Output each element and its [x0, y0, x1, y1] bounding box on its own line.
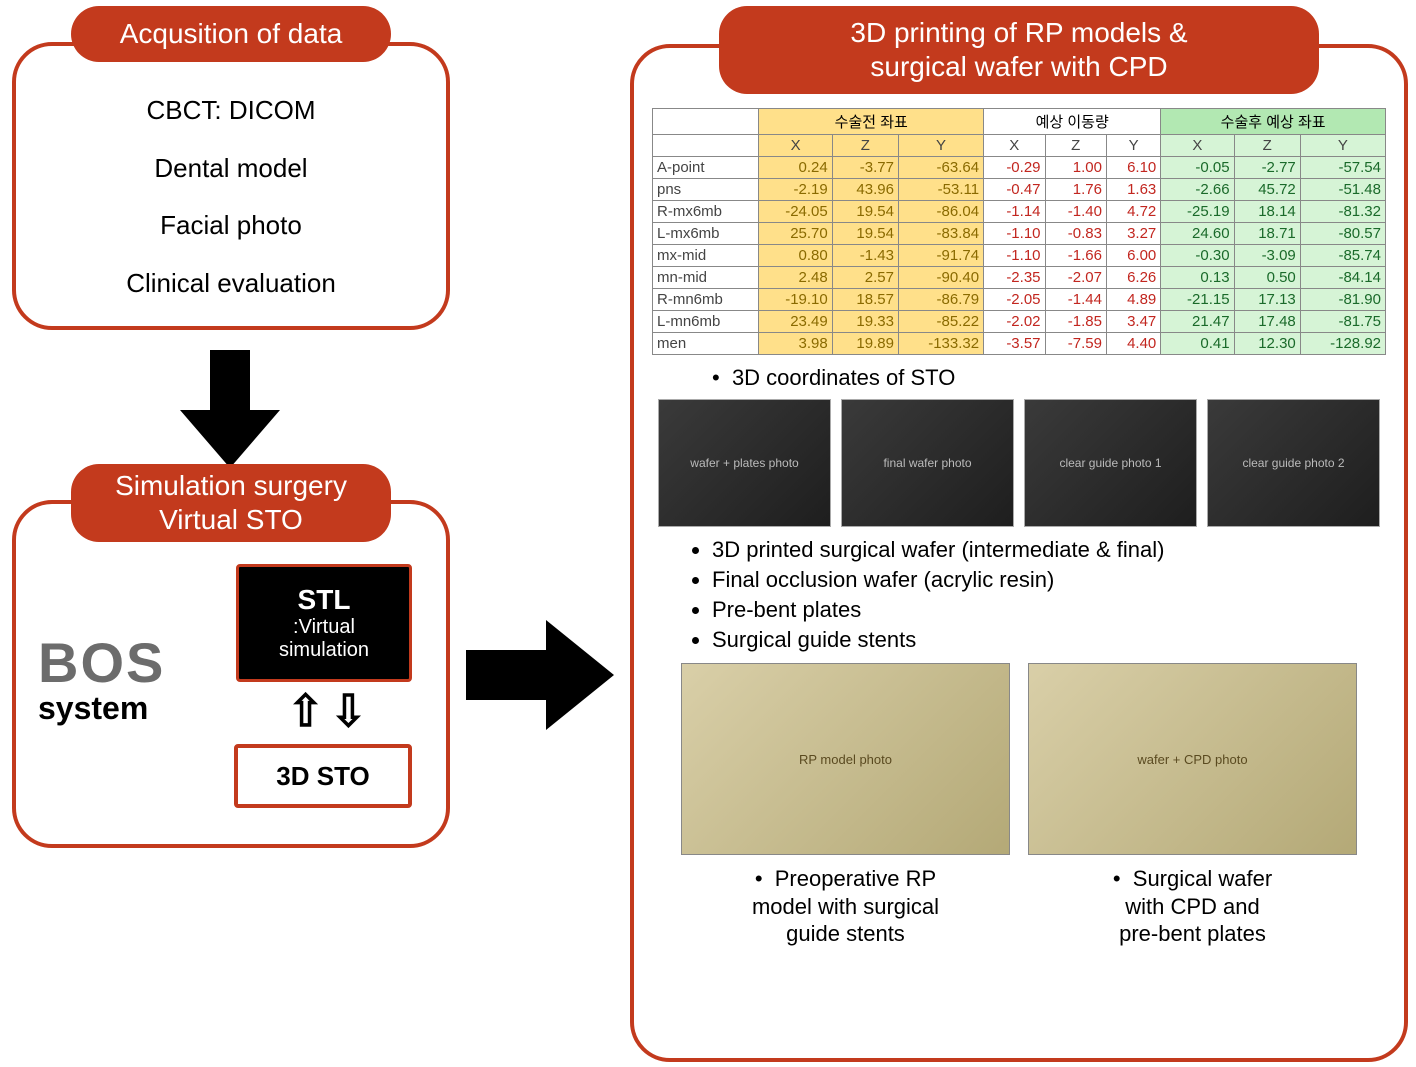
stl-box: STL :Virtual simulation	[236, 564, 412, 682]
bottom-col-1: • Preoperative RPmodel with surgicalguid…	[682, 663, 1009, 948]
coordinates-table: 수술전 좌표예상 이동량수술후 예상 좌표XZYXZYXZYA-point0.2…	[652, 108, 1386, 355]
mid-image-3	[1024, 399, 1197, 527]
box1-item: Dental model	[154, 153, 307, 184]
bullet-list: 3D printed surgical wafer (intermediate …	[712, 537, 1386, 653]
bullet-item: 3D printed surgical wafer (intermediate …	[712, 537, 1386, 563]
box-simulation-title: Simulation surgeryVirtual STO	[71, 464, 391, 542]
table-caption: • 3D coordinates of STO	[712, 365, 1386, 391]
box-acquisition-title: Acqusition of data	[71, 6, 391, 62]
bullet-item: Surgical guide stents	[712, 627, 1386, 653]
bottom-image-1	[681, 663, 1010, 855]
stl-title: STL	[298, 584, 351, 616]
box-3d-printing-title: 3D printing of RP models &surgical wafer…	[719, 6, 1319, 94]
bottom-caption-2: • Surgical waferwith CPD andpre-bent pla…	[1113, 865, 1272, 948]
box-3d-printing: 3D printing of RP models &surgical wafer…	[630, 44, 1408, 1062]
bos-label: BOS	[38, 630, 165, 695]
stl-sub1: :Virtual	[293, 616, 355, 639]
table-caption-text: 3D coordinates of STO	[732, 365, 955, 390]
bottom-caption-1-text: Preoperative RPmodel with surgicalguide …	[752, 866, 939, 946]
bottom-caption-2-text: Surgical waferwith CPD andpre-bent plate…	[1119, 866, 1272, 946]
bullet-item: Final occlusion wafer (acrylic resin)	[712, 567, 1386, 593]
box1-item: Facial photo	[160, 210, 302, 241]
mid-image-1	[658, 399, 831, 527]
up-down-arrows-icon: ⇧⇩	[282, 684, 372, 738]
bullet-item: Pre-bent plates	[712, 597, 1386, 623]
bos-system-label: system	[38, 690, 148, 727]
arrow-right-icon	[466, 620, 616, 730]
bottom-caption-1: • Preoperative RPmodel with surgicalguid…	[752, 865, 939, 948]
box2-inner: BOS system STL :Virtual simulation ⇧⇩ 3D…	[16, 556, 446, 844]
bottom-image-2	[1028, 663, 1357, 855]
mid-image-2	[841, 399, 1014, 527]
bottom-image-row: • Preoperative RPmodel with surgicalguid…	[652, 663, 1386, 948]
arrow-down-icon	[180, 350, 280, 470]
box1-content: CBCT: DICOM Dental model Facial photo Cl…	[16, 82, 446, 312]
sto-box: 3D STO	[234, 744, 412, 808]
diagram-canvas: Acqusition of data CBCT: DICOM Dental mo…	[0, 0, 1416, 1067]
box1-item: Clinical evaluation	[126, 268, 336, 299]
box-simulation: Simulation surgeryVirtual STO BOS system…	[12, 500, 450, 848]
box3-inner: 수술전 좌표예상 이동량수술후 예상 좌표XZYXZYXZYA-point0.2…	[652, 108, 1386, 1038]
stl-sub2: simulation	[279, 639, 369, 662]
mid-image-4	[1207, 399, 1380, 527]
box-acquisition: Acqusition of data CBCT: DICOM Dental mo…	[12, 42, 450, 330]
bottom-col-2: • Surgical waferwith CPD andpre-bent pla…	[1029, 663, 1356, 948]
mid-image-row	[652, 399, 1386, 527]
box1-item: CBCT: DICOM	[147, 95, 316, 126]
